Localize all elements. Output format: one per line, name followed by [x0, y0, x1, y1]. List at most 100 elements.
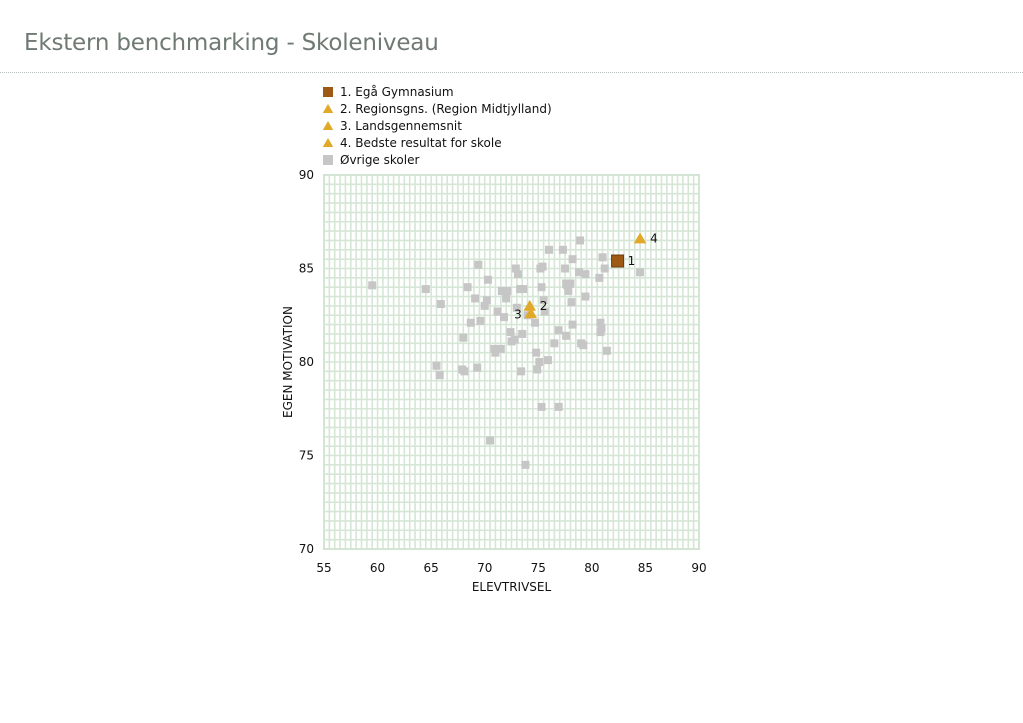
data-point	[459, 333, 468, 342]
data-point	[513, 270, 522, 279]
data-point	[511, 264, 520, 273]
y-tick-label: 75	[299, 449, 314, 463]
data-point	[435, 371, 444, 380]
page-title: Ekstern benchmarking - Skoleniveau	[24, 30, 439, 56]
point-label: 4	[650, 232, 658, 246]
legend-item-label: 3. Landsgennemsnit	[340, 119, 462, 133]
data-point	[521, 460, 530, 469]
data-point	[558, 245, 567, 254]
data-point	[595, 273, 604, 282]
x-tick-label: 65	[424, 561, 439, 575]
highlight-point-triangle	[523, 299, 537, 311]
point-label: 3	[514, 307, 522, 321]
point-label: 1	[628, 254, 636, 268]
point-label: 2	[540, 299, 548, 313]
data-point	[561, 264, 570, 273]
data-point	[554, 326, 563, 335]
chart-grid	[323, 174, 700, 550]
y-tick-label: 80	[299, 355, 314, 369]
data-point	[486, 436, 495, 445]
y-tick-label: 70	[299, 542, 314, 556]
data-point	[602, 346, 611, 355]
data-point	[568, 255, 577, 264]
data-point	[539, 296, 548, 305]
data-point	[554, 402, 563, 411]
data-point	[503, 286, 512, 295]
data-point	[537, 402, 546, 411]
data-point	[545, 245, 553, 254]
legend-swatch-square	[323, 87, 333, 97]
data-point	[421, 285, 430, 294]
data-point	[535, 358, 544, 366]
data-point	[550, 339, 559, 348]
title-divider	[0, 72, 1023, 73]
data-point	[576, 236, 585, 245]
data-point	[519, 285, 528, 294]
x-axis-label: ELEVTRIVSEL	[472, 580, 552, 594]
data-point	[566, 279, 575, 288]
x-tick-label: 75	[531, 561, 546, 575]
data-point	[476, 316, 485, 325]
data-point	[543, 356, 552, 365]
data-point	[518, 329, 527, 338]
data-point	[533, 365, 542, 374]
data-point	[473, 363, 482, 372]
y-axis-label: EGEN MOTIVATION	[281, 306, 295, 418]
data-point	[537, 283, 546, 292]
data-point	[368, 281, 377, 290]
data-point	[460, 367, 469, 376]
data-point	[575, 268, 583, 277]
data-point	[432, 361, 441, 370]
x-tick-label: 80	[584, 561, 599, 575]
data-point	[502, 294, 511, 303]
data-point	[600, 264, 609, 273]
data-point	[482, 296, 491, 305]
data-point	[436, 300, 445, 309]
data-point	[636, 268, 645, 277]
data-point	[532, 348, 541, 357]
x-axis-ticks: 55 60 65 70 75 80 85 90	[316, 561, 706, 575]
data-point	[581, 270, 590, 279]
data-point	[564, 286, 573, 295]
legend-item-label: 4. Bedste resultat for skole	[340, 136, 502, 150]
data-point	[500, 313, 508, 322]
data-point	[480, 301, 489, 310]
data-point	[471, 294, 480, 303]
y-axis-ticks: 70 75 80 85 90	[299, 168, 314, 556]
data-point	[531, 318, 540, 327]
legend-swatch-triangle	[322, 138, 334, 147]
data-point	[466, 318, 475, 327]
data-point	[483, 275, 492, 284]
other-schools-series	[368, 236, 645, 469]
data-point	[497, 286, 506, 295]
data-point	[517, 367, 526, 376]
x-tick-label: 90	[691, 561, 706, 575]
x-tick-label: 60	[370, 561, 385, 575]
legend-item-label: Øvrige skoler	[340, 153, 419, 167]
highlighted-points: 1 2 3 4	[514, 232, 658, 322]
highlight-point-triangle	[633, 232, 647, 244]
y-tick-label: 85	[299, 262, 314, 276]
y-tick-label: 90	[299, 168, 314, 182]
data-point	[491, 348, 500, 357]
data-point	[540, 307, 549, 316]
legend-item-label: 1. Egå Gymnasium	[340, 85, 454, 99]
data-point	[581, 292, 590, 301]
data-point	[506, 328, 515, 337]
data-point	[562, 331, 571, 340]
legend-swatch-triangle	[322, 104, 334, 113]
x-tick-label: 70	[477, 561, 492, 575]
data-point	[596, 318, 605, 327]
legend-swatch-square	[323, 155, 333, 165]
data-point	[596, 328, 605, 337]
data-point	[474, 260, 483, 269]
data-point	[493, 307, 502, 316]
legend-swatch-triangle	[322, 121, 334, 130]
data-point	[579, 341, 588, 350]
highlight-point-triangle	[524, 307, 538, 319]
legend-item-label: 2. Regionsgns. (Region Midtjylland)	[340, 102, 552, 116]
data-point	[510, 335, 519, 344]
data-point	[568, 320, 577, 329]
data-point	[538, 262, 547, 271]
